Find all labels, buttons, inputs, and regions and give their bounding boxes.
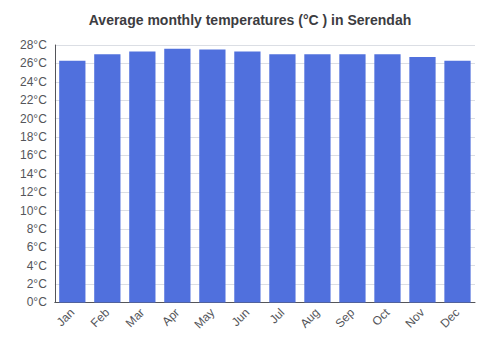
svg-text:Aug: Aug bbox=[297, 306, 322, 331]
svg-text:22°C: 22°C bbox=[20, 93, 47, 107]
svg-text:Apr: Apr bbox=[159, 306, 182, 329]
svg-text:Nov: Nov bbox=[402, 306, 427, 331]
svg-text:10°C: 10°C bbox=[20, 204, 47, 218]
svg-text:Mar: Mar bbox=[123, 306, 148, 330]
svg-text:28°C: 28°C bbox=[20, 38, 47, 52]
svg-text:Jan: Jan bbox=[54, 306, 78, 330]
svg-text:24°C: 24°C bbox=[20, 75, 47, 89]
svg-text:Feb: Feb bbox=[88, 305, 113, 330]
svg-text:12°C: 12°C bbox=[20, 185, 47, 199]
svg-text:18°C: 18°C bbox=[20, 130, 47, 144]
svg-text:Jul: Jul bbox=[267, 306, 288, 327]
svg-text:May: May bbox=[191, 306, 217, 332]
svg-text:16°C: 16°C bbox=[20, 148, 47, 162]
svg-text:Jun: Jun bbox=[229, 306, 253, 330]
svg-text:14°C: 14°C bbox=[20, 167, 47, 181]
svg-text:20°C: 20°C bbox=[20, 112, 47, 126]
svg-text:8°C: 8°C bbox=[27, 222, 47, 236]
svg-text:Dec: Dec bbox=[437, 306, 462, 331]
svg-text:26°C: 26°C bbox=[20, 56, 47, 70]
svg-text:6°C: 6°C bbox=[27, 240, 47, 254]
svg-text:2°C: 2°C bbox=[27, 277, 47, 291]
svg-text:0°C: 0°C bbox=[27, 295, 47, 309]
svg-text:Oct: Oct bbox=[369, 305, 393, 329]
svg-text:4°C: 4°C bbox=[27, 259, 47, 273]
svg-text:Average monthly temperatures (: Average monthly temperatures (°C ) in Se… bbox=[89, 12, 412, 28]
svg-text:Sep: Sep bbox=[332, 305, 357, 330]
